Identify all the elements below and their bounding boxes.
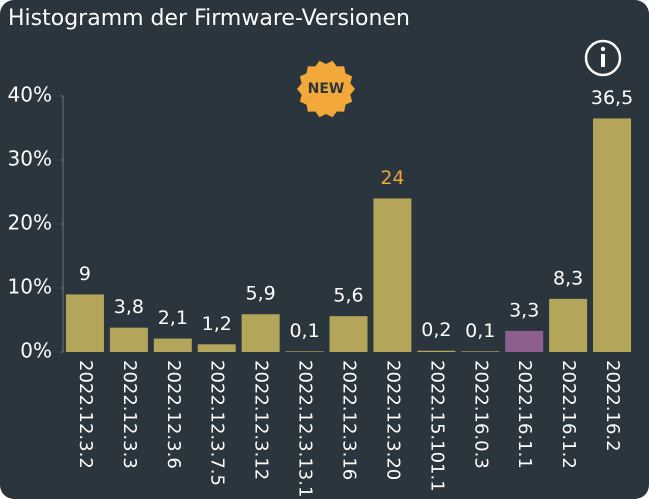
info-dot[interactable] [600,46,606,52]
value-label: 8,3 [553,267,583,289]
value-label: 2,1 [158,307,188,329]
x-tick-label: 2022.12.3.12 [251,360,272,480]
info-stem[interactable] [601,54,605,67]
x-tick-label: 2022.15.101.1 [426,360,447,492]
x-tick-label: 2022.12.3.7.5 [207,360,228,486]
x-tick-label: 2022.12.3.20 [382,360,403,480]
x-tick-label: 2022.16.1.1 [514,360,535,469]
bar [593,118,632,353]
y-tick-label: 30% [8,147,52,171]
x-tick-label: 2022.12.3.6 [163,360,184,469]
bar [329,316,368,352]
x-tick-label: 2022.12.3.16 [339,360,360,480]
bar [197,344,236,352]
bar [417,350,456,352]
value-label: 9 [79,263,91,285]
info-button[interactable] [584,39,622,77]
value-label: 0,2 [421,319,451,341]
x-tick-label: 2022.12.3.3 [119,360,140,469]
bar [109,327,148,352]
y-tick-label: 10% [8,275,52,299]
bar [373,198,412,352]
bar [153,338,192,352]
x-tick-label: 2022.16.2 [602,360,623,452]
bar [65,294,104,352]
bar [505,330,544,352]
info-icon[interactable] [584,39,622,77]
value-label: 0,1 [289,320,319,342]
x-tick-label: 2022.12.3.13.1 [295,360,316,497]
badge-shape [297,60,355,118]
bar [285,351,324,352]
new-badge: NEW [297,60,355,118]
value-label: 24 [380,167,404,189]
value-label: 3,3 [509,299,539,321]
x-tick-label: 2022.16.0.3 [470,360,491,469]
value-label: 5,6 [333,285,363,307]
value-label: 36,5 [591,87,633,109]
y-tick-label: 0% [20,339,52,363]
x-tick-label: 2022.16.1.2 [558,360,579,469]
y-tick-label: 40% [8,83,52,107]
bar [241,314,280,352]
value-label: 0,1 [465,320,495,342]
x-tick-label: 2022.12.3.2 [75,360,96,469]
value-label: 3,8 [114,296,144,318]
bar [461,351,500,352]
chart-title: Histogramm der Firmware-Versionen [8,6,410,31]
value-label: 5,9 [246,283,276,305]
value-label: 1,2 [202,313,232,335]
badge-text: NEW [308,81,345,97]
bar [549,298,588,352]
y-tick-label: 20% [8,211,52,235]
